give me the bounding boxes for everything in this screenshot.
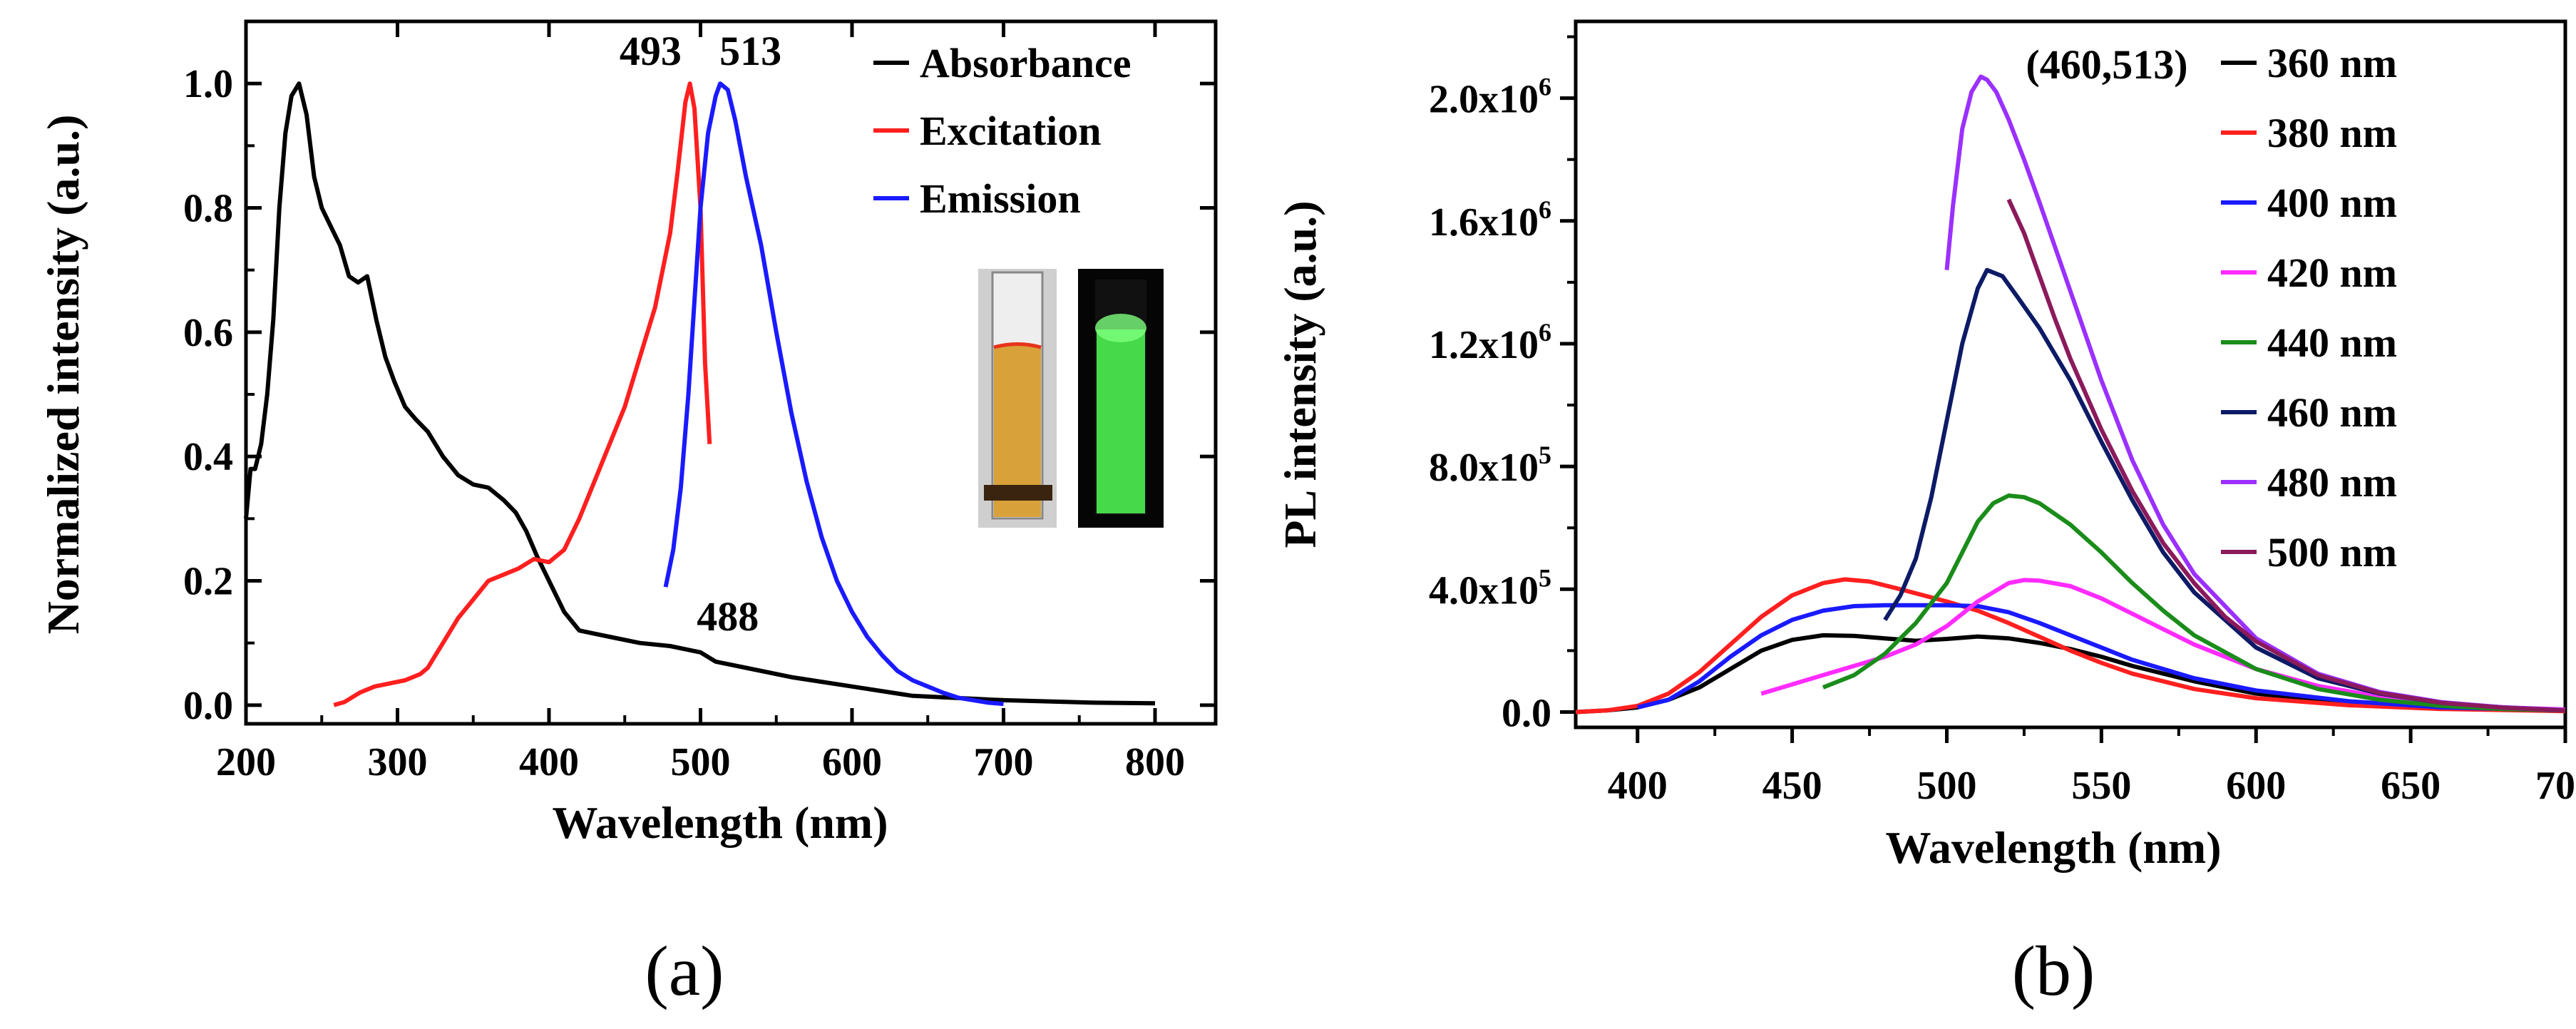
series-line-480-nm [1944, 74, 2566, 712]
panel-b-y-tick-label-0: 0.0 [1502, 691, 1551, 735]
series-line-380-nm [1575, 577, 2566, 715]
panel-b-x-tick-label-550: 550 [2071, 764, 2131, 808]
series-line-420-nm [1760, 578, 2566, 712]
panel-b-x-tick-label-450: 450 [1762, 764, 1822, 808]
vial-daylight-ring [984, 485, 1052, 501]
panel-b-ticks [1560, 35, 2567, 743]
legend-label-440-nm: 440 nm [2267, 319, 2397, 366]
panel-a-y-tick-labels: 0.0 0.2 0.4 0.6 0.8 1.0 [183, 62, 233, 728]
panel-a-x-tick-label-800: 800 [1125, 740, 1185, 784]
panel-b-y-tick-label-5: 2.0x106 [1429, 73, 1551, 122]
vial-uv-glow [1095, 314, 1146, 342]
legend-label-emission: Emission [920, 175, 1081, 222]
vial-daylight-meniscus [993, 342, 1042, 349]
panel-a-y-tick-label-1.0: 1.0 [183, 62, 233, 106]
legend-label-420-nm: 420 nm [2267, 250, 2397, 296]
panel-a-x-tick-label-300: 300 [368, 740, 428, 784]
panel-b-plot-frame [1574, 19, 2567, 729]
panel-a-x-tick-labels: 200 300 400 500 600 700 800 [216, 740, 1185, 784]
panel-b-x-tick-label-400: 400 [1608, 764, 1668, 808]
panel-a-x-axis-title: Wavelength (nm) [552, 797, 888, 848]
panel-b-y-axis-title: PL intensity (a.u.) [1275, 200, 1325, 548]
panel-a-y-tick-label-0.6: 0.6 [183, 311, 233, 355]
panel-b-y-tick-label-1: 4.0x105 [1429, 563, 1551, 613]
series-line-absorbance [244, 81, 1156, 706]
panel-a-label: (a) [645, 931, 724, 1010]
series-line-emission [663, 81, 1004, 707]
series-line-excitation [333, 81, 712, 707]
panel-a-x-tick-label-700: 700 [974, 740, 1034, 784]
panel-b-annotation-peak: (460,513) [2026, 41, 2187, 88]
panel-a: 200 300 400 500 600 700 800 0.0 0.2 0.4 0.6 0.8 1.0… [38, 19, 1218, 1010]
panel-b-x-tick-label-500: 500 [1917, 764, 1977, 808]
panel-a-legend: Absorbance Excitation Emission [873, 40, 1131, 222]
panel-b-annotations: (460,513) [2026, 41, 2187, 88]
panel-a-ticks [244, 21, 1216, 724]
series-line-360-nm [1575, 633, 2566, 715]
legend-label-360-nm: 360 nm [2267, 40, 2397, 86]
vial-uv-liquid [1097, 329, 1145, 513]
series-line-400-nm [1637, 603, 2566, 713]
panel-a-y-tick-label-0.0: 0.0 [183, 684, 233, 728]
legend-label-380-nm: 380 nm [2267, 110, 2397, 156]
panel-a-x-tick-label-400: 400 [519, 740, 579, 784]
panel-b-x-tick-label-700: 700 [2535, 764, 2576, 808]
panel-b-legend: 360 nm 380 nm 400 nm 420 nm 440 nm 460 nm 480 … [2221, 40, 2397, 575]
panel-a-annotation-488: 488 [697, 593, 759, 640]
panel-a-y-tick-label-0.2: 0.2 [183, 560, 233, 604]
panel-b-series-group [1575, 74, 2566, 715]
panel-b-x-tick-labels: 400 450 500 550 600 650 700 [1608, 764, 2576, 808]
panel-a-plot-frame [244, 19, 1218, 726]
panel-a-annotation-513: 513 [719, 28, 781, 74]
panel-a-y-axis-title: Normalized intensity (a.u.) [38, 115, 88, 635]
panel-b-label: (b) [2012, 931, 2095, 1010]
panel-b-y-tick-labels: 0.0 4.0x105 8.0x105 1.2x106 1.6x106 2.0x106 [1429, 73, 1551, 736]
legend-label-400-nm: 400 nm [2267, 180, 2397, 226]
panel-a-series-group [244, 81, 1156, 707]
legend-label-500-nm: 500 nm [2267, 529, 2397, 575]
vial-photo-inset [978, 269, 1164, 528]
panel-a-x-tick-label-600: 600 [822, 740, 882, 784]
panel-a-annotation-493: 493 [620, 28, 682, 74]
panel-b-x-tick-label-600: 600 [2226, 764, 2286, 808]
series-line-500-nm [2006, 198, 2566, 713]
legend-label-480-nm: 480 nm [2267, 459, 2397, 506]
panel-b-y-tick-label-2: 8.0x105 [1429, 441, 1551, 490]
panel-a-y-tick-label-0.4: 0.4 [183, 435, 233, 479]
panel-a-x-tick-label-500: 500 [671, 740, 731, 784]
legend-label-absorbance: Absorbance [920, 40, 1131, 86]
panel-b-x-tick-label-650: 650 [2381, 764, 2441, 808]
panel-b-y-tick-label-4: 1.6x106 [1429, 195, 1551, 245]
panel-a-y-tick-label-0.8: 0.8 [183, 187, 233, 231]
series-line-440-nm [1822, 493, 2566, 713]
panel-a-x-tick-label-200: 200 [216, 740, 276, 784]
legend-label-460-nm: 460 nm [2267, 389, 2397, 436]
series-line-460-nm [1883, 267, 2566, 712]
panel-a-annotations: 493 513 488 [620, 28, 781, 640]
legend-label-excitation: Excitation [920, 108, 1102, 154]
panel-b-y-tick-label-3: 1.2x106 [1429, 318, 1551, 367]
panel-b-x-axis-title: Wavelength (nm) [1885, 822, 2221, 873]
panel-b: 400 450 500 550 600 650 700 0.0 4.0x105 8.0x105 1… [1275, 19, 2576, 1010]
